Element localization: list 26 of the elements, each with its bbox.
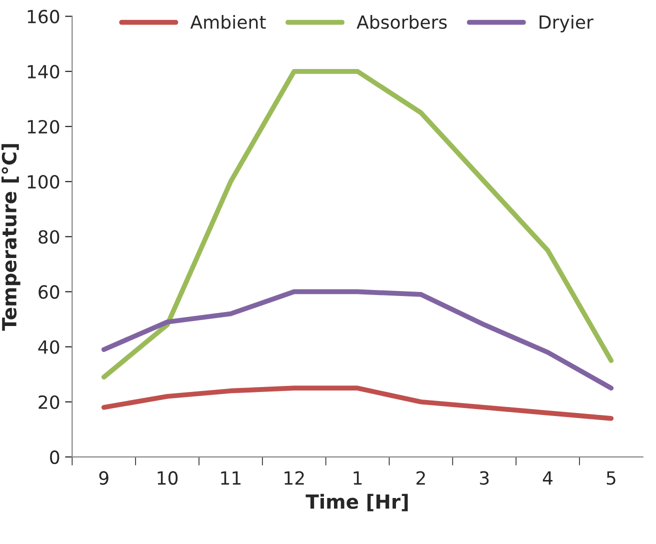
y-axis-title: Temperature [°C] <box>2 144 20 331</box>
y-tick-label: 40 <box>38 340 60 354</box>
line-series <box>101 68 614 380</box>
y-tick-label: 120 <box>28 120 60 134</box>
x-tick-label: 11 <box>221 471 241 485</box>
line-series <box>101 289 614 391</box>
y-tick-label: 0 <box>50 450 60 464</box>
x-tick-label: 3 <box>480 471 489 485</box>
x-tick-label: 4 <box>542 471 552 485</box>
x-tick-label: 12 <box>284 471 304 485</box>
legend-label: Absorbers <box>356 14 447 29</box>
x-tick-label: 5 <box>606 471 616 485</box>
y-tick-label: 100 <box>28 175 60 189</box>
x-tick-label: 9 <box>99 471 108 485</box>
legend-label: Dryier <box>540 14 594 32</box>
y-tick-label: 160 <box>28 10 60 24</box>
x-tick-label: 2 <box>416 471 425 485</box>
legend-label: Ambient <box>190 14 266 29</box>
x-tick-label: 1 <box>354 471 362 485</box>
y-tick-label: 20 <box>38 395 60 409</box>
y-tick-label: 80 <box>38 230 60 244</box>
y-tick-label: 60 <box>38 285 60 299</box>
y-tick-label: 140 <box>28 64 60 79</box>
x-axis-title: Time [Hr] <box>306 494 408 512</box>
line-series <box>101 386 614 421</box>
x-tick-label: 10 <box>158 471 178 485</box>
